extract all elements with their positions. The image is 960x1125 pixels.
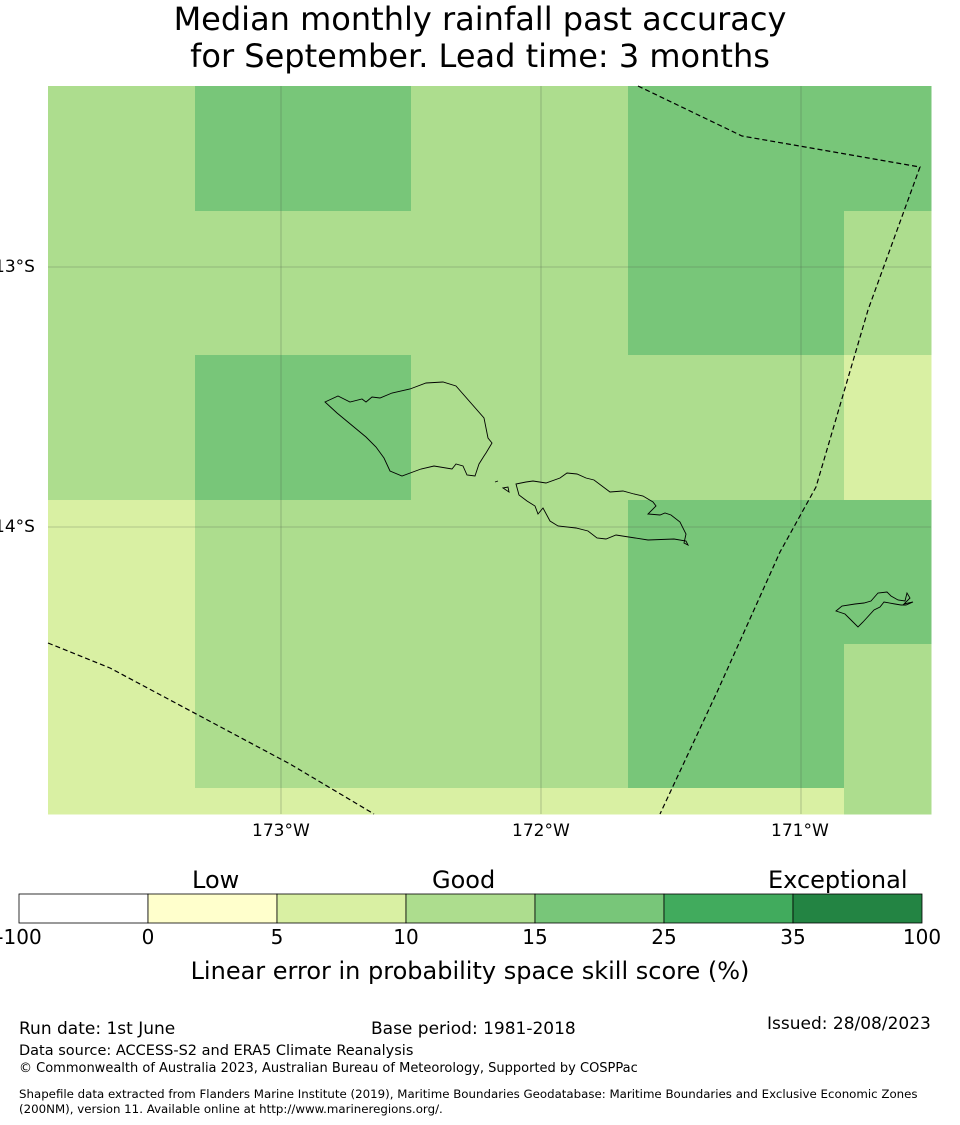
skill-cell: [844, 644, 932, 789]
skill-cell: [844, 211, 932, 356]
colorbar-tick-label: -100: [0, 925, 42, 949]
skill-cell: [628, 211, 845, 356]
colorbar-label: Linear error in probability space skill …: [190, 957, 750, 985]
map-title-line-2: for September. Lead time: 3 months: [190, 37, 770, 75]
base-period: Base period: 1981-2018: [371, 1019, 576, 1039]
eez-boundaries: [47, 85, 921, 815]
skill-cell: [195, 500, 304, 645]
colorbar-segment: [18, 893, 149, 924]
issued-date: Issued: 28/08/2023: [767, 1014, 931, 1034]
lon-label-172w: 172°W: [512, 821, 570, 841]
colorbar-tick-label: 15: [522, 925, 548, 949]
skill-cell: [303, 355, 412, 501]
category-low: Low: [192, 866, 240, 894]
colorbar-tick-label: 25: [651, 925, 677, 949]
skill-cell: [628, 355, 845, 501]
skill-cell: [519, 86, 629, 212]
skill-cell: [411, 644, 520, 789]
skill-cell: [195, 644, 304, 789]
eez-boundary-southwest: [47, 642, 375, 815]
shapefile-credit-line-1: Shapefile data extracted from Flanders M…: [19, 1087, 918, 1101]
category-good: Good: [432, 866, 496, 894]
skill-cell: [48, 86, 196, 212]
savaii-island: [324, 381, 493, 477]
colorbar-segment: [792, 893, 923, 924]
skill-cell: [628, 500, 845, 645]
category-exceptional: Exceptional: [768, 866, 908, 894]
coastlines: [324, 381, 914, 628]
copyright: © Commonwealth of Australia 2023, Austra…: [19, 1061, 638, 1076]
run-date: Run date: 1st June: [19, 1019, 176, 1039]
colorbar-tick-label: 35: [780, 925, 806, 949]
manono-island: [501, 486, 510, 493]
tutuila-island: [835, 591, 914, 628]
skill-cell: [303, 500, 412, 645]
skill-cell: [628, 644, 845, 789]
skill-cell: [48, 788, 196, 815]
skill-cell: [195, 788, 304, 815]
shapefile-credit-line-2: (200NM), version 11. Available online at…: [19, 1102, 443, 1116]
skill-cell: [411, 355, 520, 501]
skill-cell: [519, 788, 629, 815]
skill-cell: [411, 211, 520, 356]
colorbar-segment: [663, 893, 794, 924]
skill-cell: [519, 355, 629, 501]
lon-label-171w: 171°W: [771, 821, 829, 841]
skill-cell: [411, 500, 520, 645]
skill-cell: [303, 211, 412, 356]
skill-cell: [195, 355, 304, 501]
graticule: [48, 86, 931, 814]
skill-cell: [519, 500, 629, 645]
colorbar-tick-label: 10: [393, 925, 419, 949]
skill-cell: [519, 211, 629, 356]
skill-grid: [48, 86, 932, 815]
colorbar-segment: [147, 893, 278, 924]
skill-cell: [303, 788, 412, 815]
lat-label-14s: 14°S: [0, 517, 35, 537]
colorbar-tick-label: 100: [902, 925, 942, 949]
data-source: Data source: ACCESS-S2 and ERA5 Climate …: [19, 1043, 414, 1059]
skill-cell: [844, 86, 932, 212]
upolu-island: [515, 472, 690, 547]
skill-cell: [303, 86, 412, 212]
colorbar-tick-label: 0: [141, 925, 155, 949]
skill-cell: [519, 644, 629, 789]
skill-cell: [628, 788, 845, 815]
map-title-line-1: Median monthly rainfall past accuracy: [173, 0, 787, 38]
lat-label-13s: 13°S: [0, 257, 35, 277]
skill-cell: [411, 86, 520, 212]
colorbar-segment: [276, 893, 407, 924]
skill-cell: [844, 788, 932, 815]
colorbar-tick-label: 5: [270, 925, 284, 949]
skill-cell: [48, 644, 196, 789]
skill-cell: [195, 211, 304, 356]
skill-cell: [195, 86, 304, 212]
skill-cell: [48, 211, 196, 356]
colorbar-segment: [534, 893, 665, 924]
lon-label-173w: 173°W: [252, 821, 310, 841]
skill-cell: [48, 355, 196, 501]
colorbar: [18, 893, 923, 924]
skill-cell: [628, 86, 845, 212]
skill-cell: [411, 788, 520, 815]
skill-cell: [844, 355, 932, 501]
colorbar-segment: [405, 893, 536, 924]
eez-boundary-east: [637, 85, 921, 815]
skill-cell: [303, 644, 412, 789]
skill-cell: [48, 500, 196, 645]
apolima-island: [494, 480, 499, 483]
skill-cell: [844, 500, 932, 645]
